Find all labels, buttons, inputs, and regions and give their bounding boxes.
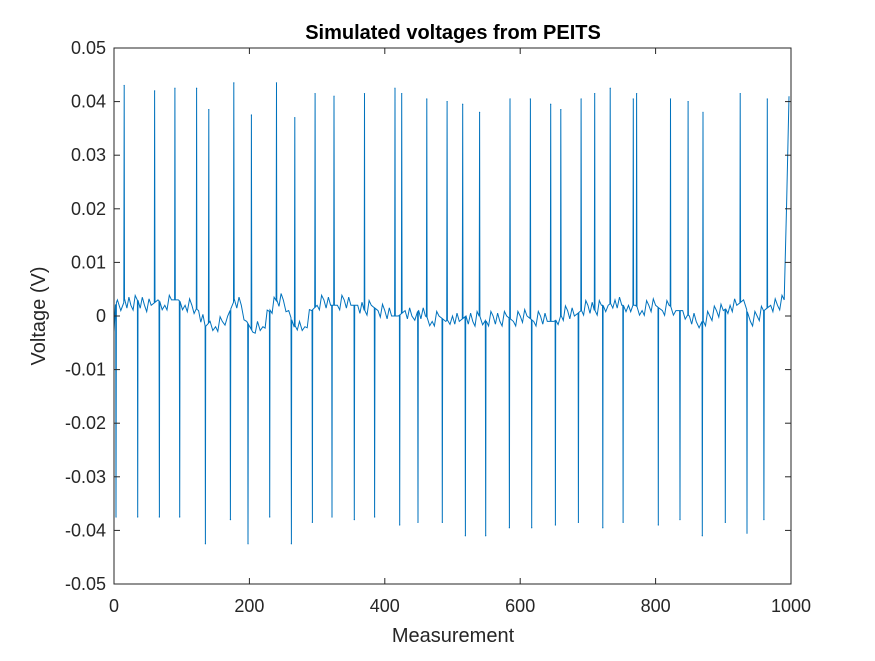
positive-spike-point (401, 92, 403, 95)
positive-spike-point (687, 101, 689, 103)
negative-spike-point (311, 521, 313, 523)
series-line-0 (113, 82, 790, 544)
positive-spike-point (669, 98, 672, 100)
y-tick-label: 0.03 (71, 145, 106, 165)
axes-box (113, 47, 792, 585)
positive-spike-point (294, 117, 296, 119)
positive-spike-point (462, 103, 464, 105)
positive-spike-point (560, 109, 562, 111)
negative-spike-point (508, 527, 510, 529)
positive-spike-point (766, 98, 768, 100)
x-axis-ticks: 0 200 400 600 800 1000 (109, 48, 811, 616)
positive-spike-point (426, 98, 428, 100)
negative-spike-point (531, 527, 533, 529)
negative-spike-point (746, 532, 748, 534)
negative-spike-point (441, 521, 443, 523)
negative-spike-point (158, 516, 160, 518)
negative-spike-point (657, 524, 659, 526)
negative-spike-point (763, 519, 765, 521)
y-tick-label: 0 (96, 306, 106, 326)
y-tick-label: 0.05 (71, 38, 106, 58)
negative-spike-point (554, 524, 557, 526)
y-tick-label: -0.01 (65, 360, 106, 380)
y-tick-label: -0.04 (65, 520, 106, 540)
positive-spike-point (250, 114, 253, 116)
positive-spike-point (333, 95, 335, 97)
positive-spike-point (550, 103, 552, 105)
y-tick-label: -0.05 (65, 574, 106, 594)
positive-spike-point (233, 82, 235, 84)
positive-spike-point (154, 90, 156, 92)
y-axis-label: Voltage (V) (28, 267, 50, 366)
x-tick-label: 600 (505, 596, 535, 616)
negative-spike-point (204, 543, 206, 545)
positive-spike-point (275, 82, 278, 84)
positive-spike-point (632, 98, 634, 100)
positive-spike-point (636, 92, 638, 95)
positive-spike-point (363, 92, 366, 95)
positive-spike-point (478, 111, 481, 113)
negative-spike-point (229, 519, 232, 521)
x-tick-label: 400 (370, 596, 400, 616)
negative-spike-point (115, 516, 117, 518)
x-tick-label: 800 (641, 596, 671, 616)
y-tick-label: 0.02 (71, 199, 106, 219)
positive-spike-point (446, 101, 448, 103)
x-tick-label: 0 (109, 596, 119, 616)
positive-spike-point (609, 87, 611, 89)
positive-spike-point (314, 92, 316, 95)
negative-spike-point (577, 521, 580, 523)
negative-spike-point (269, 516, 271, 518)
y-tick-label: 0.01 (71, 252, 106, 272)
positive-spike-point (195, 87, 198, 89)
negative-spike-point (247, 543, 249, 545)
positive-spike-point (174, 87, 176, 89)
positive-spike-point (580, 98, 582, 100)
positive-spike-point (594, 92, 596, 95)
negative-spike-point (399, 524, 401, 526)
negative-spike-point (417, 521, 419, 523)
positive-spike-point (702, 111, 704, 113)
plot-area (113, 82, 790, 545)
negative-spike-point (137, 516, 139, 518)
x-tick-label: 1000 (771, 596, 811, 616)
negative-spike-point (724, 521, 726, 523)
y-axis-ticks: -0.05 -0.04 -0.03 -0.02 -0.01 0 0.01 0.02 0.03 0.… (65, 38, 791, 594)
negative-spike-point (290, 543, 292, 545)
x-tick-label: 200 (234, 596, 264, 616)
x-axis-label: Measurement (392, 625, 515, 647)
positive-spike-point (394, 87, 396, 89)
negative-spike-point (179, 516, 181, 518)
positive-spike-point (739, 92, 741, 95)
positive-spike-point (123, 84, 125, 87)
negative-spike-point (353, 519, 355, 521)
negative-spike-point (464, 535, 466, 537)
negative-spike-point (679, 519, 681, 521)
positive-spike-point (529, 98, 531, 100)
negative-spike-point (701, 535, 703, 537)
negative-spike-point (331, 516, 333, 518)
y-tick-label: -0.02 (65, 413, 106, 433)
negative-spike-point (602, 527, 604, 529)
positive-spike-point (208, 109, 210, 111)
negative-spike-point (485, 535, 487, 537)
y-tick-label: 0.04 (71, 92, 106, 112)
chart-title: Simulated voltages from PEITS (305, 22, 601, 44)
y-tick-label: -0.03 (65, 467, 106, 487)
positive-spike-point (509, 98, 511, 100)
negative-spike-point (622, 521, 624, 523)
negative-spike-point (374, 516, 376, 518)
